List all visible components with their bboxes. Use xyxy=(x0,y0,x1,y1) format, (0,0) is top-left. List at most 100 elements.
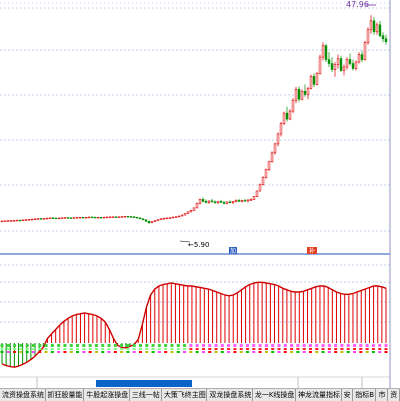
strip-cell xyxy=(378,348,381,350)
indicator-tab[interactable]: 流资操盘系统 xyxy=(0,389,46,401)
candle-body xyxy=(115,217,117,218)
strip-cell xyxy=(189,351,192,353)
candle-body xyxy=(34,219,36,220)
strip-cell xyxy=(152,348,155,350)
candle-body xyxy=(184,214,186,215)
candle-body xyxy=(124,216,126,217)
indicator-tab[interactable]: 安 xyxy=(342,389,354,401)
strip-cell xyxy=(215,344,218,347)
indicator-tab[interactable]: 指标B xyxy=(353,389,376,401)
candle-body xyxy=(349,60,351,64)
candle-body xyxy=(61,218,63,219)
strip-cell xyxy=(95,344,98,347)
candle-body xyxy=(274,144,276,153)
indicator-tab[interactable]: 三线一帖 xyxy=(130,389,162,401)
strip-cell xyxy=(290,351,293,353)
candle-body xyxy=(328,60,330,64)
strip-cell xyxy=(145,351,148,353)
indicator-tab[interactable]: 牛股起涨操盘 xyxy=(84,389,130,401)
candle-body xyxy=(325,46,327,60)
indicator-tab-bar: 流资操盘系统 抓狂股量能 牛股起涨操盘 三线一帖 大策飞终主图 双龙操盘系统 龙一K线操盘神… xyxy=(0,388,400,401)
candle-body xyxy=(58,218,60,219)
strip-cell xyxy=(32,348,35,350)
strip-cell xyxy=(183,344,186,347)
indicator-tab[interactable]: 市 xyxy=(376,389,388,401)
strip-cell xyxy=(32,344,35,347)
time-range-highlight[interactable] xyxy=(96,380,192,387)
candle-body xyxy=(121,217,123,218)
candle-body xyxy=(373,21,375,32)
strip-cell xyxy=(315,348,318,350)
candle-body xyxy=(256,191,258,196)
strip-cell xyxy=(303,344,306,347)
strip-cell xyxy=(26,344,29,347)
candle-body xyxy=(73,218,75,219)
candle-body xyxy=(4,221,6,222)
strip-cell xyxy=(208,351,211,353)
candle-body xyxy=(97,217,99,218)
candle-body xyxy=(298,89,300,99)
candle-body xyxy=(268,162,270,170)
candle-body xyxy=(250,199,252,200)
candle-body xyxy=(130,217,132,218)
strip-cell xyxy=(152,344,155,347)
strip-cell xyxy=(334,351,337,353)
indicator-tab[interactable]: 抓狂股量能 xyxy=(46,389,85,401)
candle-body xyxy=(94,217,96,218)
candle-body xyxy=(22,220,24,221)
strip-cell xyxy=(57,351,60,353)
marker-a: 加 xyxy=(229,247,237,255)
strip-cell xyxy=(328,348,331,350)
candle-body xyxy=(319,57,321,73)
candle-body xyxy=(160,219,162,220)
indicator-tab[interactable]: 资 xyxy=(388,389,400,401)
candle-body xyxy=(244,200,246,201)
low-price-value: 5.90 xyxy=(194,241,210,249)
strip-cell xyxy=(170,348,173,350)
candle-body xyxy=(214,202,216,203)
strip-cell xyxy=(340,344,343,347)
candle-body xyxy=(106,217,108,218)
strip-cell xyxy=(227,348,230,350)
indicator-tab[interactable]: 神龙流量指标 xyxy=(296,389,342,401)
candle-body xyxy=(25,220,27,221)
strip-cell xyxy=(183,351,186,353)
strip-cell xyxy=(328,344,331,347)
candle-body xyxy=(358,55,360,62)
candle-body xyxy=(163,218,165,219)
strip-cell xyxy=(334,344,337,347)
strip-cell xyxy=(366,351,369,353)
candle-body xyxy=(154,221,156,222)
candle-body xyxy=(370,21,372,30)
strip-cell xyxy=(290,348,293,350)
strip-cell xyxy=(277,348,280,350)
strip-cell xyxy=(170,344,173,347)
candle-body xyxy=(148,221,150,222)
candle-body xyxy=(109,217,111,218)
strip-cell xyxy=(233,348,236,350)
candle-body xyxy=(295,89,297,100)
strip-cell xyxy=(366,344,369,347)
candle-body xyxy=(13,220,15,221)
strip-cell xyxy=(170,351,173,353)
indicator-tab[interactable]: 龙一K线操盘 xyxy=(253,389,296,401)
strip-cell xyxy=(277,344,280,347)
indicator-tab[interactable]: 大策飞终主图 xyxy=(162,389,208,401)
strip-cell xyxy=(177,351,180,353)
candle-body xyxy=(271,153,273,162)
candle-body xyxy=(16,220,18,221)
strip-cell xyxy=(95,348,98,350)
indicator-tab[interactable]: 双龙操盘系统 xyxy=(207,389,253,401)
strip-cell xyxy=(38,344,41,347)
candle-body xyxy=(40,219,42,220)
strip-cell xyxy=(309,348,312,350)
candle-body xyxy=(313,76,315,84)
candle-body xyxy=(289,111,291,119)
strip-cell xyxy=(202,351,205,353)
strip-cell xyxy=(385,348,388,350)
candle-body xyxy=(382,36,384,39)
strip-cell xyxy=(120,344,123,347)
strip-cell xyxy=(152,351,155,353)
strip-cell xyxy=(359,351,362,353)
